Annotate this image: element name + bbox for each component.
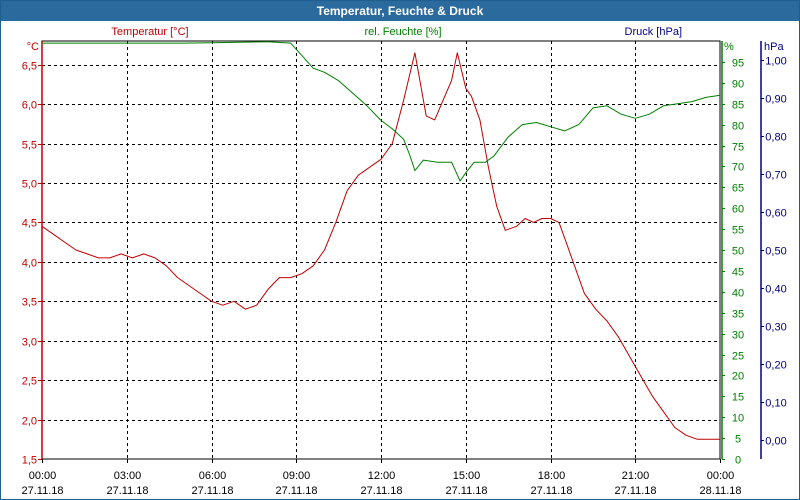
temperature-tick-label: 4,0 [22,258,37,270]
pressure-axis-label: Druck [hPa] [625,26,682,38]
humidity-tick-label: 35 [732,309,744,321]
x-tick-label-time: 03:00 [114,470,142,482]
x-tick-label-time: 18:00 [538,470,566,482]
temperature-tick-label: 1,5 [22,455,37,467]
pressure-tick-label: 0,10 [765,398,786,410]
humidity-tick-label: 70 [732,162,744,174]
humidity-tick-label: 90 [732,79,744,91]
pressure-tick-label: 0,60 [765,208,786,220]
temperature-tick-label: 3,5 [22,297,37,309]
humidity-tick-label: 40 [732,288,744,300]
window-title: Temperatur, Feuchte & Druck [1,1,799,21]
x-tick-label-date: 27.11.18 [275,485,317,497]
x-tick-label-time: 09:00 [283,470,311,482]
humidity-axis-label: rel. Feuchte [%] [364,26,441,38]
pressure-tick-label: 0,90 [765,94,786,106]
x-tick-label-date: 27.11.18 [21,485,63,497]
temperature-series-line [41,52,720,440]
humidity-tick-label: 95 [732,58,744,70]
humidity-series-line [42,41,721,182]
humidity-tick-label: 30 [732,330,744,342]
axes: 00:00 27.11.18 03:00 27.11.18 06:00 27.11.18 0… [21,41,787,497]
temperature-tick-label: 6,0 [22,100,37,112]
temperature-tick-label: 6,5 [22,61,37,73]
x-tick-label-time: 06:00 [199,470,227,482]
pressure-tick-label: 1,00 [765,56,786,68]
x-tick-label-time: 12:00 [368,470,396,482]
x-tick-label-date: 28.11.18 [699,485,741,497]
x-tick-label-time: 00:00 [29,470,57,482]
temperature-axis-label: Temperatur [°C] [111,26,188,38]
x-tick-label-date: 27.11.18 [530,485,572,497]
temperature-tick-label: 5,5 [22,140,37,152]
pressure-unit: hPa [764,41,784,53]
humidity-tick-label: 75 [732,142,744,154]
x-tick-label-time: 21:00 [622,470,650,482]
humidity-unit: % [724,41,734,53]
humidity-tick-label: 55 [732,225,744,237]
humidity-tick-label: 80 [732,121,744,133]
temperature-tick-label: 4,5 [22,218,37,230]
humidity-tick-label: 15 [732,392,744,404]
humidity-tick-label: 20 [732,371,744,383]
pressure-tick-label: 0,80 [765,132,786,144]
humidity-tick-label: 10 [732,413,744,425]
x-tick-label-time: 15:00 [453,470,481,482]
pressure-tick-label: 0,30 [765,322,786,334]
humidity-tick-label: 25 [732,351,744,363]
temperature-unit: °C [27,41,39,53]
temperature-tick-label: 3,0 [22,337,37,349]
pressure-tick-label: 0,20 [765,360,786,372]
humidity-tick-label: 5 [735,434,741,446]
humidity-tick-label: 50 [732,246,744,258]
x-tick-label-date: 27.11.18 [106,485,148,497]
humidity-tick-label: 0 [735,455,741,467]
temperature-tick-label: 2,5 [22,376,37,388]
x-tick-label-time: 00:00 [707,470,735,482]
temperature-tick-label: 5,0 [22,179,37,191]
x-tick-label-date: 27.11.18 [360,485,402,497]
pressure-tick-label: 0,50 [765,246,786,258]
humidity-tick-label: 60 [732,204,744,216]
x-tick-label-date: 27.11.18 [445,485,487,497]
pressure-tick-label: 0,00 [765,436,786,448]
x-tick-label-date: 27.11.18 [191,485,233,497]
grid [41,40,721,460]
humidity-tick-label: 65 [732,183,744,195]
series-layer [41,41,721,440]
x-tick-label-date: 27.11.18 [614,485,656,497]
temperature-tick-label: 2,0 [22,416,37,428]
humidity-tick-label: 85 [732,100,744,112]
pressure-tick-label: 0,70 [765,170,786,182]
humidity-tick-label: 45 [732,267,744,279]
pressure-tick-label: 0,40 [765,284,786,296]
